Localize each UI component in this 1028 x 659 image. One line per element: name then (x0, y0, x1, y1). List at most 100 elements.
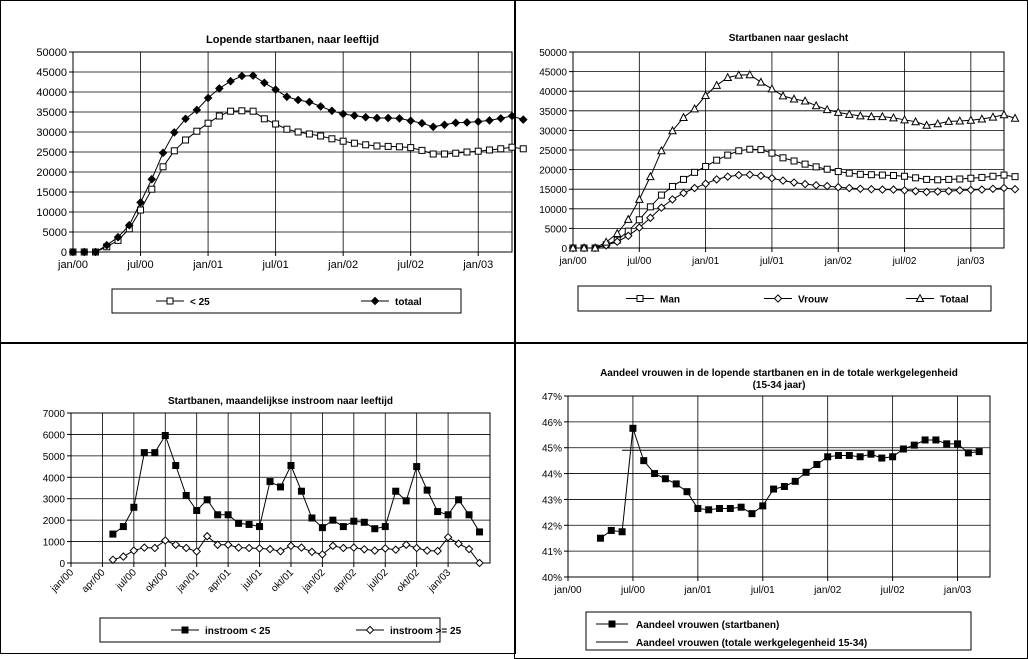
chart2-y-tick-label: 20000 (539, 166, 567, 177)
chart3-x-tick-label: okt/01 (269, 567, 296, 594)
chart3-series-1-point (308, 514, 316, 522)
chart4-series-1-point (607, 526, 615, 534)
chart4-y-tick-label: 45% (542, 444, 562, 455)
chart2-series-3-point (679, 112, 688, 121)
chart1-legend-item-2-marker (370, 296, 380, 306)
chart1-series-2-point (451, 118, 461, 128)
chart3-title: Startbanen, maandelijkse instroom naar l… (168, 396, 393, 407)
chart2-y-tick-label: 40000 (539, 87, 567, 98)
chart4-series-1-point (921, 436, 929, 444)
chart2-series-2-point (822, 181, 832, 191)
chart2-series-1-point (934, 176, 942, 184)
chart2-series-1-point (989, 172, 997, 180)
chart2-series-3-point (590, 243, 600, 252)
chart3-series-2-point (213, 540, 222, 550)
chart3-x-tick-label: jul/02 (365, 567, 391, 593)
chart1-series-2-point (124, 220, 134, 230)
chart2-series-2-point (911, 186, 920, 196)
chart2-series-1-point (680, 175, 688, 183)
chart3-series-1-point (119, 523, 127, 531)
chart2-series-2-point (966, 185, 976, 195)
chart3-x-tick-label: jan/02 (300, 567, 328, 595)
chart2-x-tick-label: jan/01 (691, 256, 720, 267)
chart3-series-1-point (318, 524, 326, 532)
chart4-y-tick-label: 40% (542, 573, 562, 584)
chart3-series-2-point (276, 546, 285, 556)
chart4-series-1-point (748, 510, 756, 518)
chart4-x-tick-label: jul/02 (880, 585, 905, 596)
chart2-plot-area (572, 51, 1005, 249)
chart3-series-2-point (349, 543, 359, 552)
chart1-series-1-point (407, 144, 415, 152)
chart4-x-tick-label: jan/01 (683, 585, 712, 596)
chart1-series-2-point (395, 114, 404, 123)
chart1-x-tick-label: jan/03 (462, 259, 493, 271)
chart2-series-3-point (966, 115, 976, 124)
chart2-series-3-point (889, 112, 898, 122)
chart4-series-1-point (759, 502, 767, 510)
chart2-x-tick-label: jan/03 (956, 256, 985, 267)
chart1-series-2-point (91, 247, 100, 257)
chart2-series-1-point (856, 170, 864, 178)
chart2-series-2-point (745, 170, 755, 180)
chart3-series-1-point (339, 523, 347, 531)
chart1-series-2-point (406, 116, 415, 126)
chart4-y-tick-label: 46% (542, 418, 562, 429)
chart1-series-2-point (170, 128, 179, 137)
chart2-series-2-point (889, 185, 898, 194)
chart4-series-1-point (791, 477, 799, 485)
chart2-legend-item-1-marker (636, 295, 644, 302)
chart2-series-2-point (878, 185, 887, 194)
chart4-series-1-point (683, 488, 691, 496)
chart1-series-1-point (137, 206, 145, 214)
chart2-series-1-point (768, 149, 776, 157)
chart3-series-2-point (328, 541, 338, 551)
chart3-series-2-point (359, 544, 369, 554)
chart1-x-tick-label: jan/00 (57, 259, 88, 271)
chart3-y-tick-label: 6000 (43, 430, 66, 441)
chart2-series-1-point (945, 175, 953, 183)
chart2-series-3-point (866, 111, 876, 121)
chart1-series-1-point (305, 130, 313, 138)
chart3-series-1-point (371, 525, 379, 533)
chart4-series-1-point (780, 483, 788, 490)
chart2-series-2-point (668, 195, 677, 204)
chart1-series-1-point (148, 185, 156, 193)
chart2-x-tick-label: jul/02 (892, 256, 917, 267)
chart3-series-1-point (277, 483, 284, 491)
chart1-series-2-point (485, 116, 494, 125)
chart1-series-2-point (440, 120, 449, 130)
chart1-series-1-point (508, 143, 516, 151)
chart4-series-1-point (770, 485, 778, 493)
chart4-series-1-line (600, 428, 980, 539)
chart2-x-tick-label: jul/00 (626, 256, 651, 267)
chart1-series-1-point (440, 150, 448, 158)
chart3-series-2-point (119, 552, 128, 561)
chart2-x-tick-label: jul/01 (759, 256, 784, 267)
chart2-series-2-point (977, 185, 987, 194)
chart2-series-1-point (801, 160, 809, 168)
chart2-series-1-point (812, 163, 820, 171)
chart3-series-2-point (223, 540, 233, 550)
chart2-series-1-point (746, 145, 754, 153)
chart3-series-2-point (370, 546, 380, 555)
chart2-series-2-point (723, 172, 733, 181)
chart3-series-2-point (140, 543, 149, 552)
chart2-series-1-point (978, 173, 986, 181)
chart2-series-1-point (668, 182, 676, 190)
chart4-series-1-point (954, 440, 962, 448)
chart1-series-2-point (248, 71, 258, 80)
chart2-series-3-point (855, 111, 865, 120)
chart2-series-2-point (635, 223, 644, 232)
chart3-series-2-point (129, 546, 139, 555)
chart2-legend-item-1-label: Man (660, 295, 680, 306)
chart1-legend-item-1-marker (166, 297, 174, 305)
chart3-x-tick-label: apr/02 (331, 567, 359, 595)
chart4-series-1-point (943, 440, 951, 448)
chart2-legend-item-3-label: Totaal (940, 295, 969, 306)
chart3-series-2-point (433, 546, 442, 556)
chart1-series-2-point (79, 247, 89, 257)
chart3-series-1-point (444, 511, 452, 519)
chart3-series-1-point (381, 523, 389, 531)
